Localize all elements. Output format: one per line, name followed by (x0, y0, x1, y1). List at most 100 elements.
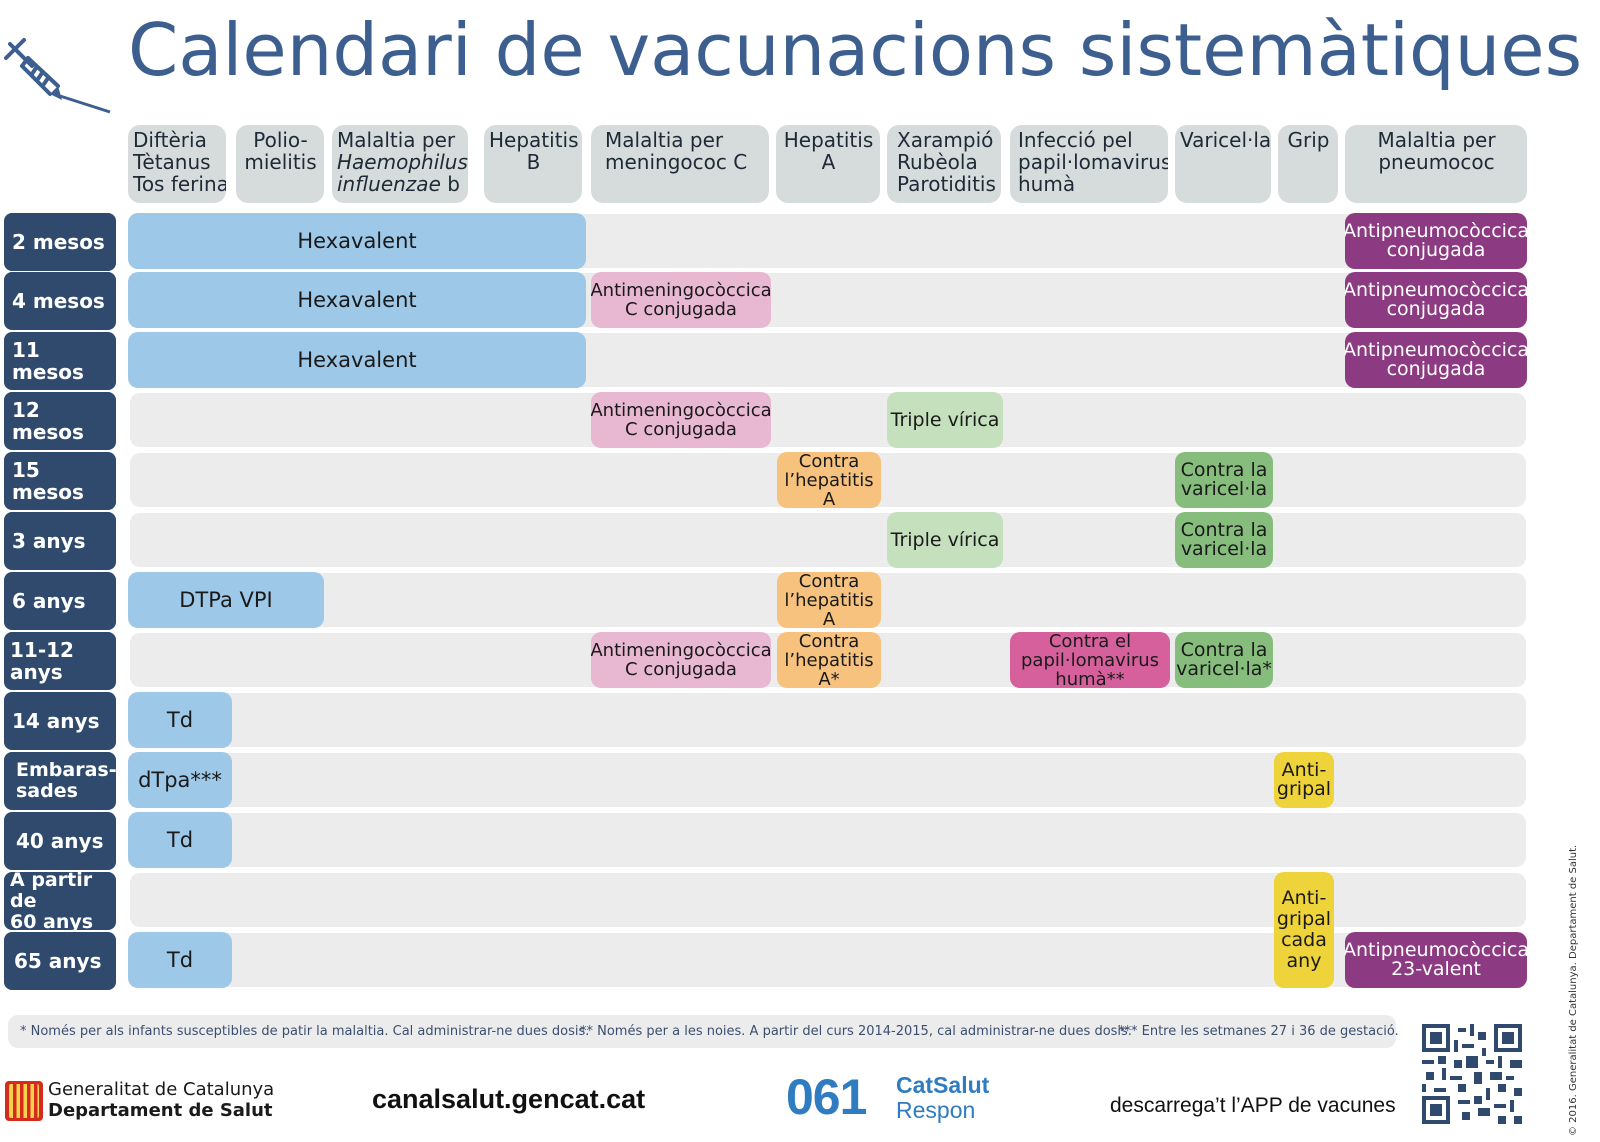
col-header-dtp: Diftèria Tètanus Tos ferina (128, 125, 226, 203)
col-header-line: Rubèola (897, 150, 978, 174)
cell-varicella: Contra la varicel·la* (1175, 632, 1273, 688)
col-header-line: Malaltia per (605, 128, 724, 152)
cell-antipneumococcica-23: Antipneumocòccica 23-valent (1345, 932, 1527, 988)
col-header-hepb: Hepatitis B (484, 125, 582, 203)
row-label-text: A partir de 60 anys (10, 868, 94, 933)
cell-hexavalent: Hexavalent (128, 213, 586, 269)
phone-061: 061 (786, 1069, 867, 1125)
footnote-3: *** Entre les setmanes 27 i 36 de gestac… (1118, 1024, 1399, 1039)
row-label-embarassades: Embaras- sades (4, 752, 117, 810)
row-bg (130, 693, 1526, 747)
col-header-line: A (821, 150, 836, 174)
row-label-6-anys: 6 anys (4, 572, 116, 630)
row-label-4-mesos: 4 mesos (4, 272, 116, 330)
col-header-xrp: Xarampió Rubèola Parotiditis (887, 125, 1001, 203)
col-header-vph: Infecció pel papil·lomavirus humà (1010, 125, 1168, 203)
website-link[interactable]: canalsalut.gencat.cat (372, 1084, 646, 1114)
row-label-text: 15 mesos (12, 458, 84, 504)
footnotes-bar: * Només per als infants susceptibles de … (8, 1015, 1399, 1048)
row-label-text: 11-12 anys (10, 638, 74, 684)
catsalut-label: CatSalut (896, 1072, 990, 1098)
cell-hepatitis-a: Contra l’hepatitis A (777, 572, 881, 628)
cell-antigripal: Anti- gripal (1274, 752, 1334, 808)
gencat-logo (5, 1081, 43, 1121)
col-header-pneumococ: Malaltia per pneumococ (1345, 125, 1527, 203)
cell-td: Td (128, 932, 232, 988)
row-label-14-anys: 14 anys (4, 692, 116, 750)
app-download-text: descarrega’t l’APP de vacunes (1110, 1094, 1396, 1117)
row-label-text: Embaras- sades (16, 759, 117, 802)
col-header-line: humà (1018, 172, 1076, 196)
col-header-line: Varicel·la (1180, 128, 1271, 152)
col-header-hib: Malaltia per Haemophilus influenzae b (332, 125, 468, 203)
row-label-15-mesos: 15 mesos (4, 452, 116, 510)
row-label-11-mesos: 11 mesos (4, 332, 116, 390)
row-label-11-12-anys: 11-12 anys (4, 632, 116, 690)
row-label-12-mesos: 12 mesos (4, 392, 116, 450)
cell-antipneumococcica: Antipneumocòccica conjugada (1345, 272, 1527, 328)
gencat-text: Generalitat de Catalunya Departament de … (48, 1079, 274, 1121)
col-header-line: Infecció pel (1018, 128, 1133, 152)
col-header-line: Xarampió (897, 128, 994, 152)
department-name: Departament de Salut (48, 1100, 273, 1121)
col-header-hepa: Hepatitis A (776, 125, 880, 203)
col-header-line: Hepatitis (489, 128, 579, 152)
row-label-text: 65 anys (14, 949, 102, 973)
syringe-icon (4, 38, 111, 114)
row-label-text: 3 anys (12, 529, 86, 553)
cell-hepatitis-a: Contra l’hepatitis A* (777, 632, 881, 688)
copyright-text: © 2016. Generalitat de Catalunya. Depart… (1568, 844, 1579, 1136)
row-label-text: 4 mesos (12, 289, 105, 313)
cell-antigripal-cada-any: Anti- gripal cada any (1274, 872, 1334, 988)
cell-td: Td (128, 692, 232, 748)
row-label-text: 2 mesos (12, 230, 105, 254)
page-title: Calendari de vacunacions sistemàtiques (128, 8, 1583, 92)
col-header-line: pneumococ (1378, 150, 1495, 174)
cell-antipneumococcica: Antipneumocòccica conjugada (1345, 213, 1527, 269)
row-label-text: 11 mesos (12, 338, 84, 384)
col-header-line: mielitis (244, 150, 317, 174)
col-header-suffix: b (440, 172, 460, 196)
col-header-line: meningococ C (605, 150, 748, 174)
col-header-line: Tètanus (133, 150, 211, 174)
cell-varicella: Contra la varicel·la (1175, 452, 1273, 508)
cell-dtpa-vpi: DTPa VPI (128, 572, 324, 628)
row-bg (130, 513, 1526, 567)
cell-antimeningococcica: Antimeningocòccica C conjugada (591, 392, 771, 448)
row-label-40-anys: 40 anys (4, 812, 116, 870)
gencat-name: Generalitat de Catalunya (48, 1079, 275, 1100)
cell-antimeningococcica: Antimeningocòccica C conjugada (591, 272, 771, 328)
cell-varicella: Contra la varicel·la (1175, 512, 1273, 568)
cell-triple-virica: Triple vírica (887, 392, 1003, 448)
col-header-line: Polio- (253, 128, 308, 152)
col-header-line: Parotiditis (897, 172, 996, 196)
row-label-text: 14 anys (12, 709, 100, 733)
col-header-line: influenzae b (337, 173, 464, 195)
col-header-grip: Grip (1278, 125, 1338, 203)
cell-td: Td (128, 812, 232, 868)
col-header-line: Haemophilus (337, 150, 468, 174)
row-bg (130, 813, 1526, 867)
qr-code[interactable] (1422, 1024, 1522, 1124)
col-header-line: B (526, 150, 541, 174)
col-header-line: Hepatitis (783, 128, 874, 152)
col-header-line: Malaltia per (337, 128, 456, 152)
row-label-text: 40 anys (16, 829, 104, 853)
col-header-italic: influenzae (337, 172, 441, 196)
footnote-1: * Només per als infants susceptibles de … (20, 1024, 590, 1039)
cell-antipneumococcica: Antipneumocòccica conjugada (1345, 332, 1527, 388)
cell-hexavalent: Hexavalent (128, 332, 586, 388)
col-header-line: papil·lomavirus (1018, 150, 1168, 174)
cell-antimeningococcica: Antimeningocòccica C conjugada (591, 632, 771, 688)
col-header-line: Malaltia per (1377, 128, 1496, 152)
row-label-60-anys: A partir de 60 anys (4, 868, 116, 933)
col-header-line: Tos ferina (133, 172, 226, 196)
cell-dtpa: dTpa*** (128, 752, 232, 808)
cell-hexavalent: Hexavalent (128, 272, 586, 328)
row-label-text: 6 anys (12, 589, 86, 613)
row-label-3-anys: 3 anys (4, 512, 116, 570)
footnote-2: ** Només per a les noies. A partir del c… (580, 1024, 1132, 1039)
row-label-text: 12 mesos (12, 398, 84, 444)
row-label-2-mesos: 2 mesos (4, 213, 116, 271)
respon-label: Respon (896, 1097, 976, 1123)
